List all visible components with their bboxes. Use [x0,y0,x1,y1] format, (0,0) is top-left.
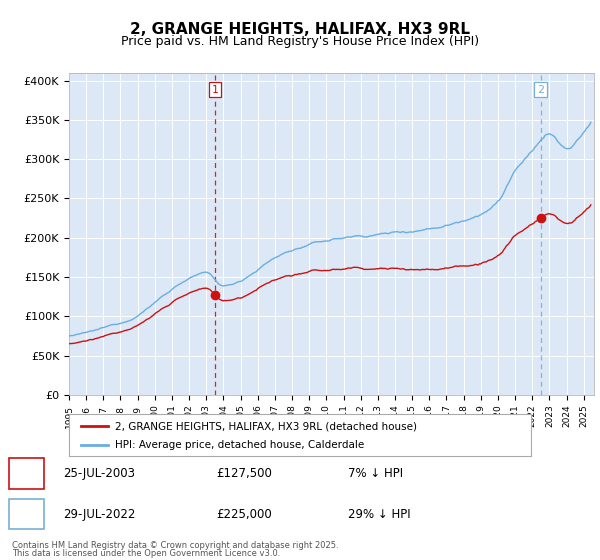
Text: £127,500: £127,500 [216,466,272,480]
Text: 2: 2 [537,85,544,95]
Text: This data is licensed under the Open Government Licence v3.0.: This data is licensed under the Open Gov… [12,549,280,558]
Text: 7% ↓ HPI: 7% ↓ HPI [348,466,403,480]
Text: 29% ↓ HPI: 29% ↓ HPI [348,507,410,521]
Text: 25-JUL-2003: 25-JUL-2003 [63,466,135,480]
Text: 29-JUL-2022: 29-JUL-2022 [63,507,136,521]
Text: 2, GRANGE HEIGHTS, HALIFAX, HX3 9RL: 2, GRANGE HEIGHTS, HALIFAX, HX3 9RL [130,22,470,38]
Text: £225,000: £225,000 [216,507,272,521]
Text: 2: 2 [22,507,31,521]
Text: 2, GRANGE HEIGHTS, HALIFAX, HX3 9RL (detached house): 2, GRANGE HEIGHTS, HALIFAX, HX3 9RL (det… [115,421,417,431]
Text: 1: 1 [22,466,31,480]
Text: 1: 1 [211,85,218,95]
Text: Price paid vs. HM Land Registry's House Price Index (HPI): Price paid vs. HM Land Registry's House … [121,35,479,48]
Text: Contains HM Land Registry data © Crown copyright and database right 2025.: Contains HM Land Registry data © Crown c… [12,541,338,550]
Text: HPI: Average price, detached house, Calderdale: HPI: Average price, detached house, Cald… [115,440,364,450]
